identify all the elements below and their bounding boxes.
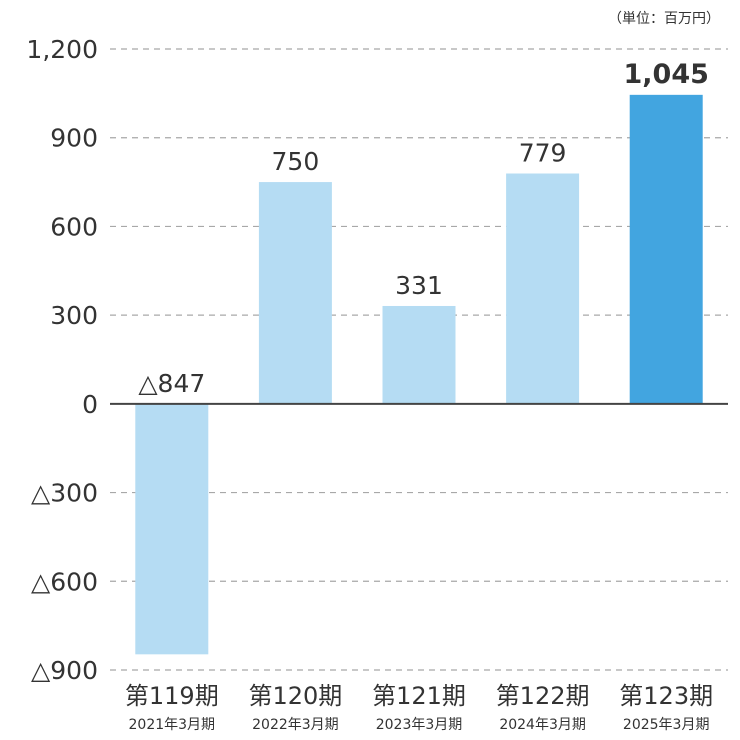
value-label: △847	[138, 369, 205, 398]
value-label: 779	[519, 138, 567, 167]
y-tick-label: △300	[31, 479, 98, 508]
bar	[506, 173, 580, 404]
bars	[135, 94, 703, 655]
unit-label: （単位：百万円）	[608, 11, 720, 27]
value-label: 750	[272, 147, 320, 176]
y-tick-label: △600	[31, 567, 98, 596]
y-tick-label: △900	[31, 656, 98, 685]
period-label: 2023年3月期	[376, 717, 463, 733]
value-label: 1,045	[623, 59, 708, 90]
bar	[135, 403, 209, 655]
y-tick-label: 300	[50, 301, 98, 330]
period-label: 2024年3月期	[499, 717, 586, 733]
y-tick-label: 0	[82, 390, 98, 419]
category-label: 第122期	[496, 682, 590, 710]
period-label: 2021年3月期	[129, 717, 216, 733]
y-axis-ticks: 1,200 900 600 300 0 △300 △600 △900	[26, 35, 98, 685]
bar	[382, 305, 456, 404]
bar	[258, 182, 332, 404]
bar	[629, 94, 703, 404]
y-tick-label: 1,200	[26, 35, 98, 64]
period-label: 2025年3月期	[623, 717, 710, 733]
x-axis-labels: 第119期 2021年3月期 第120期 2022年3月期 第121期 2023年3月期 第…	[125, 682, 713, 733]
period-label: 2022年3月期	[252, 717, 339, 733]
value-labels: △847 750 331 779 1,045	[138, 59, 709, 398]
value-label: 331	[395, 271, 443, 300]
category-label: 第123期	[619, 682, 713, 710]
y-tick-label: 900	[50, 124, 98, 153]
category-label: 第119期	[125, 682, 219, 710]
category-label: 第120期	[248, 682, 342, 710]
y-tick-label: 600	[50, 212, 98, 241]
category-label: 第121期	[372, 682, 466, 710]
